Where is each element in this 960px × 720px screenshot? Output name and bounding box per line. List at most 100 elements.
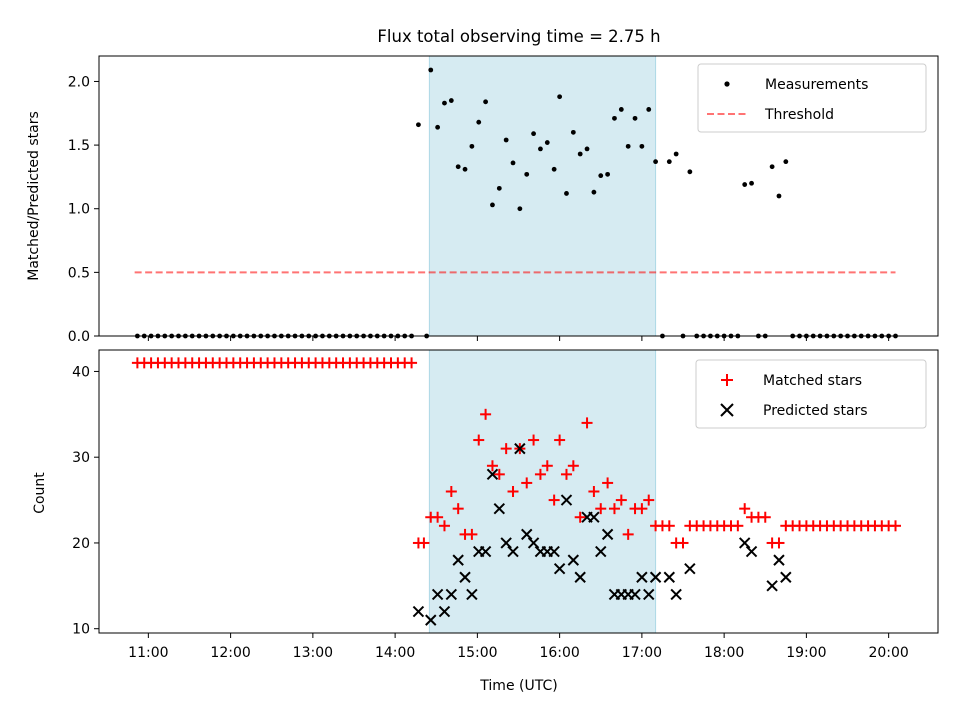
predicted-star-point	[521, 528, 533, 541]
ratio-y-tick-label: 0.0	[68, 329, 90, 345]
matched-star-point	[521, 477, 533, 489]
predicted-star-point	[438, 605, 451, 618]
matched-star-point	[581, 417, 593, 429]
predicted-star-point	[548, 545, 560, 558]
legend-measurement-marker	[724, 81, 730, 87]
measurement-point	[646, 107, 652, 112]
matched-star-point	[602, 477, 614, 489]
measurement-point	[448, 98, 454, 103]
measurement-point	[570, 129, 576, 135]
predicted-star-point	[493, 502, 506, 515]
matched-star-point	[615, 494, 627, 506]
matched-star-point	[541, 460, 553, 472]
matched-star-point	[567, 460, 579, 472]
predicted-star-point	[745, 545, 758, 558]
measurement-point	[618, 107, 624, 112]
measurement-point	[442, 100, 447, 106]
measurement-point	[742, 182, 748, 187]
count-y-tick-label: 20	[72, 536, 90, 552]
matched-star-point	[608, 503, 620, 515]
predicted-star-point	[567, 554, 580, 566]
legend-matched-marker	[721, 374, 733, 386]
measurement-point	[591, 189, 597, 195]
legend-predicted-label: Predicted stars	[763, 403, 868, 419]
measurement-point	[428, 67, 434, 73]
predicted-star-point	[459, 571, 471, 583]
predicted-star-point	[431, 588, 444, 601]
measurement-point	[490, 202, 495, 208]
predicted-star-point	[738, 537, 751, 549]
predicted-star-point	[479, 545, 492, 558]
predicted-star-point	[514, 442, 526, 455]
matched-star-point	[445, 486, 457, 497]
predicted-star-point	[663, 571, 676, 583]
measurement-point	[557, 94, 563, 100]
measurement-point	[769, 164, 775, 170]
predicted-star-point	[500, 537, 512, 549]
matched-star-point	[432, 511, 444, 523]
predicted-star-point	[507, 545, 519, 558]
matched-star-point	[732, 520, 744, 532]
matched-star-point	[890, 520, 902, 532]
ratio-y-tick-label: 2.0	[68, 74, 90, 90]
matched-star-point	[528, 434, 540, 446]
x-tick-label: 14:00	[375, 645, 415, 661]
count-axes-frame	[98, 349, 939, 634]
measurement-point	[551, 166, 557, 172]
measurement-point	[510, 160, 516, 166]
matched-star-point	[663, 520, 675, 532]
predicted-star-point	[766, 580, 778, 592]
measurement-point	[666, 159, 672, 165]
matched-star-point	[534, 468, 546, 480]
matched-star-point	[438, 520, 450, 532]
ratio-x-ticks	[147, 336, 890, 341]
ratio-panel: 0.00.51.01.52.0 Matched/Predicted stars …	[26, 55, 939, 345]
matched-star-point	[500, 443, 512, 455]
legend-predicted-marker	[720, 403, 734, 417]
x-tick-label: 11:00	[128, 645, 168, 661]
matched-star-point	[636, 503, 648, 515]
matched-star-points	[131, 357, 902, 549]
count-legend-box	[695, 359, 927, 429]
observing-span	[428, 349, 657, 634]
measurement-point	[462, 166, 468, 172]
matched-star-point	[677, 537, 689, 549]
predicted-star-point	[553, 562, 566, 575]
predicted-star-point	[466, 588, 478, 601]
ratio-y-tick-label: 1.0	[68, 202, 90, 218]
measurement-point	[612, 115, 617, 121]
measurement-point	[776, 193, 782, 199]
predicted-star-points	[412, 442, 792, 626]
matched-star-point	[507, 486, 519, 497]
matched-star-point	[466, 528, 478, 540]
matched-star-point	[418, 537, 430, 549]
measurement-point	[455, 164, 461, 170]
count-x-ticks: 11:00 12:00 13:00 14:00 15:00 16:00 17:00 18:00…	[128, 633, 909, 661]
predicted-star-point	[773, 554, 785, 566]
count-legend: Matched stars Predicted stars	[695, 359, 927, 429]
ratio-legend: Measurements Threshold	[697, 63, 927, 133]
chart-title: Flux total observing time = 2.75 h	[377, 27, 660, 46]
predicted-star-point	[486, 468, 499, 481]
predicted-star-point	[445, 588, 458, 601]
x-axis-label: Time (UTC)	[479, 678, 557, 694]
matched-star-point	[554, 434, 566, 446]
predicted-star-point	[649, 571, 662, 583]
predicted-star-point	[670, 588, 682, 601]
matched-star-point	[622, 528, 634, 540]
matched-star-point	[595, 503, 607, 515]
measurement-point	[538, 146, 543, 152]
measurement-point	[653, 159, 658, 165]
predicted-star-point	[425, 614, 437, 626]
predicted-star-point	[574, 571, 586, 583]
measurement-point	[783, 159, 789, 165]
x-tick-label: 15:00	[457, 645, 497, 661]
measurement-point	[517, 206, 523, 212]
legend-threshold-label: Threshold	[764, 107, 834, 123]
matched-star-point	[759, 511, 771, 523]
x-tick-label: 17:00	[622, 645, 662, 661]
matched-star-point	[773, 537, 785, 549]
matched-star-point	[473, 434, 485, 446]
count-y-label: Count	[32, 472, 48, 514]
